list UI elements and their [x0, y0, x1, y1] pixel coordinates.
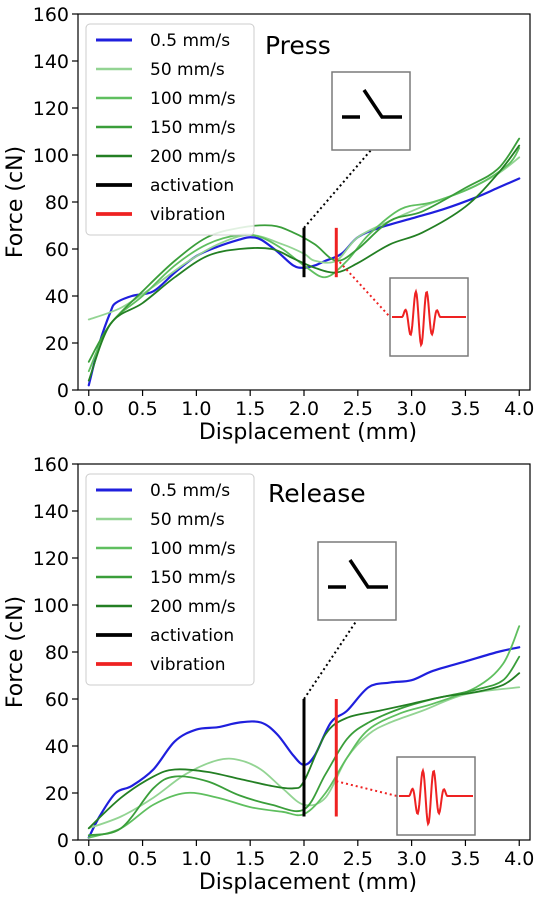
legend-label: 0.5 mm/s — [150, 481, 230, 501]
y-tick-label: 60 — [45, 239, 69, 261]
legend-label: vibration — [150, 205, 226, 225]
legend-label: 200 mm/s — [150, 147, 236, 167]
y-tick-label: 0 — [57, 830, 69, 852]
activation-inset — [331, 71, 411, 151]
x-tick-label: 3.0 — [397, 848, 427, 870]
x-tick-label: 2.0 — [289, 848, 319, 870]
series-line-0 — [87, 646, 521, 839]
legend-box — [85, 23, 255, 236]
x-tick-label: 0.0 — [74, 398, 104, 420]
y-axis-label: Force (cN) — [3, 596, 28, 708]
chart-panel-press: 0.0 0.5 1.0 1.5 2.0 2.5 3.0 3.5 4.0 0 20 40 60 80 100 1… — [3, 4, 534, 445]
x-tick-label: 1.0 — [181, 848, 211, 870]
legend-label: 150 mm/s — [150, 568, 236, 588]
y-tick-label: 0 — [57, 380, 69, 402]
x-axis-label: Displacement (mm) — [199, 420, 417, 445]
x-tick-label: 3.5 — [450, 398, 480, 420]
series-line-1 — [87, 686, 521, 830]
legend-label: activation — [150, 176, 234, 196]
legend-label: 0.5 mm/s — [150, 31, 230, 51]
x-tick-label: 1.5 — [235, 848, 265, 870]
legend-label: 200 mm/s — [150, 597, 236, 617]
y-tick-label: 160 — [33, 4, 69, 26]
vibration-waveform-icon — [399, 767, 473, 827]
x-tick-label: 0.5 — [127, 398, 157, 420]
y-tick-label: 120 — [33, 548, 69, 570]
legend-label: 150 mm/s — [150, 118, 236, 138]
series-line-2 — [87, 625, 521, 839]
y-tick-label: 100 — [33, 595, 69, 617]
y-tick-label: 40 — [45, 736, 69, 758]
y-tick-label: 20 — [45, 333, 69, 355]
y-tick-label: 160 — [33, 454, 69, 476]
chart-panel-release: 0.0 0.5 1.0 1.5 2.0 2.5 3.0 3.5 4.0 0 20 40 60 80 100 1… — [3, 454, 534, 895]
legend-label: vibration — [150, 655, 226, 675]
activation-waveform-icon — [342, 89, 402, 119]
panel-title: Press — [265, 31, 331, 60]
y-tick-label: 60 — [45, 689, 69, 711]
x-tick-label: 3.0 — [397, 398, 427, 420]
y-tick-label: 140 — [33, 501, 69, 523]
y-tick-label: 140 — [33, 51, 69, 73]
vibration-waveform-icon — [392, 288, 466, 348]
x-axis-label: Displacement (mm) — [199, 870, 417, 895]
x-tick-label: 2.5 — [343, 398, 373, 420]
y-tick-label: 120 — [33, 98, 69, 120]
legend-label: activation — [150, 626, 234, 646]
legend-label: 50 mm/s — [150, 60, 225, 80]
y-tick-label: 100 — [33, 145, 69, 167]
vibration-leader-line — [335, 257, 391, 318]
y-tick-label: 20 — [45, 783, 69, 805]
activation-leader-line — [303, 149, 372, 229]
activation-waveform-icon — [328, 559, 388, 589]
legend-label: 100 mm/s — [150, 89, 236, 109]
activation-inset — [317, 541, 397, 621]
x-tick-label: 4.0 — [504, 398, 534, 420]
legend-box — [85, 473, 255, 686]
x-tick-label: 2.5 — [343, 848, 373, 870]
vibration-leader-line — [336, 780, 398, 797]
y-tick-label: 80 — [45, 642, 69, 664]
x-tick-label: 3.5 — [450, 848, 480, 870]
x-tick-label: 2.0 — [289, 398, 319, 420]
panel-title: Release — [268, 479, 366, 508]
x-tick-label: 0.0 — [74, 848, 104, 870]
legend-label: 100 mm/s — [150, 539, 236, 559]
activation-leader-line — [303, 619, 358, 700]
legend-label: 50 mm/s — [150, 510, 225, 530]
x-tick-label: 0.5 — [127, 848, 157, 870]
y-tick-label: 80 — [45, 192, 69, 214]
x-tick-label: 1.5 — [235, 398, 265, 420]
x-tick-label: 4.0 — [504, 848, 534, 870]
x-tick-label: 1.0 — [181, 398, 211, 420]
y-tick-label: 40 — [45, 286, 69, 308]
y-axis-label: Force (cN) — [3, 146, 28, 258]
